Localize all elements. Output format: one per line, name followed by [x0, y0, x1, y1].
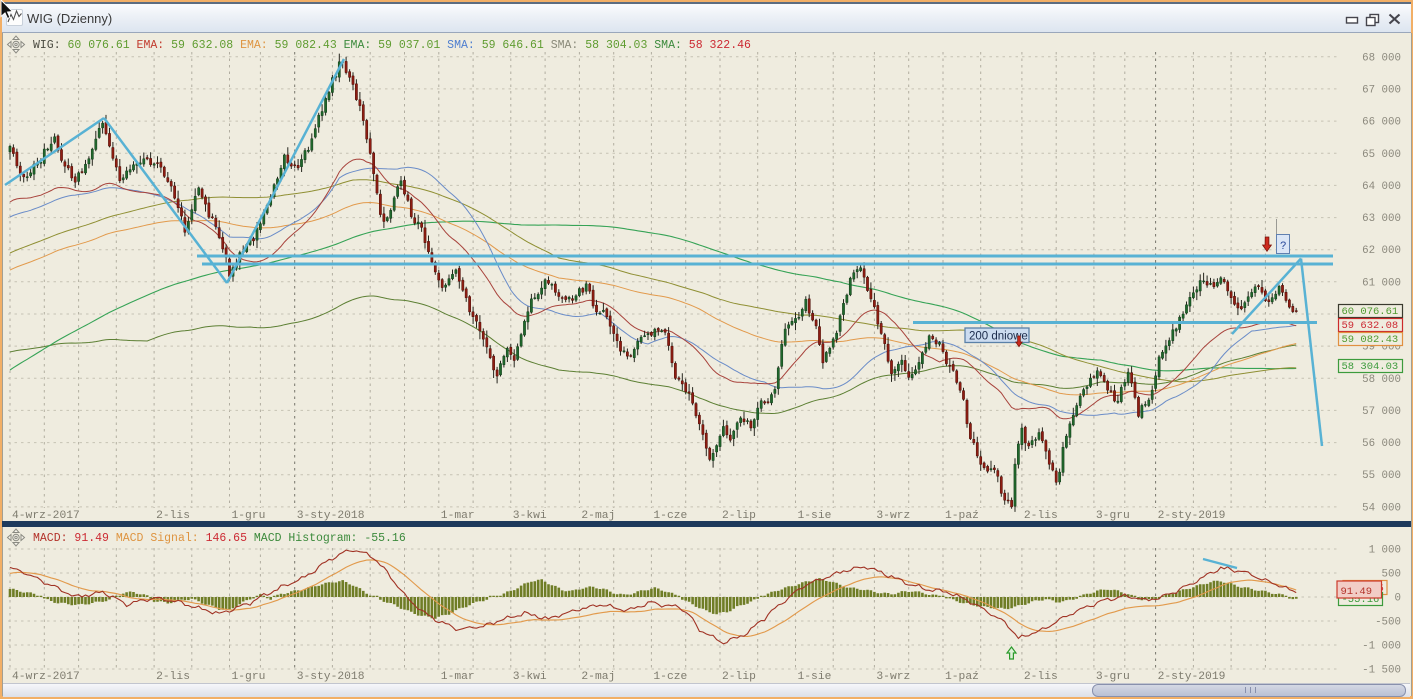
svg-text:1 000: 1 000	[1369, 545, 1401, 557]
svg-text:67 000: 67 000	[1362, 84, 1401, 96]
svg-text:1-cze: 1-cze	[653, 671, 687, 683]
svg-text:2-lis: 2-lis	[1024, 671, 1058, 683]
svg-text:1-sie: 1-sie	[798, 671, 832, 683]
svg-text:2-lis: 2-lis	[1024, 510, 1058, 522]
svg-text:54 000: 54 000	[1362, 502, 1401, 514]
svg-text:3-kwi: 3-kwi	[513, 671, 547, 683]
svg-text:65 000: 65 000	[1362, 149, 1401, 161]
svg-text:68 000: 68 000	[1362, 52, 1401, 64]
svg-text:3-sty-2018: 3-sty-2018	[297, 671, 365, 683]
svg-text:WIG: 60 076.61 EMA: 59 632.08: WIG: 60 076.61 EMA: 59 632.08 EMA: 59 08…	[33, 39, 751, 52]
svg-text:61 000: 61 000	[1362, 277, 1401, 289]
svg-text:3-wrz: 3-wrz	[876, 510, 910, 522]
svg-text:55 000: 55 000	[1362, 470, 1401, 482]
svg-text:59 082.43: 59 082.43	[1342, 334, 1399, 346]
svg-text:2-lip: 2-lip	[722, 510, 756, 522]
svg-text:2-sty-2019: 2-sty-2019	[1158, 671, 1226, 683]
svg-text:63 000: 63 000	[1362, 213, 1401, 225]
svg-text:2-lis: 2-lis	[156, 671, 190, 683]
svg-text:200 dniowe: 200 dniowe	[969, 331, 1028, 343]
svg-text:500: 500	[1382, 569, 1401, 581]
svg-text:58 304.03: 58 304.03	[1342, 361, 1399, 373]
svg-text:3-wrz: 3-wrz	[876, 671, 910, 683]
svg-text:1-cze: 1-cze	[653, 510, 687, 522]
svg-text:1-paź: 1-paź	[945, 671, 979, 683]
svg-text:60 076.61: 60 076.61	[1342, 306, 1399, 318]
svg-text:64 000: 64 000	[1362, 181, 1401, 193]
svg-text:62 000: 62 000	[1362, 245, 1401, 257]
svg-text:58 000: 58 000	[1362, 374, 1401, 386]
svg-text:3-gru: 3-gru	[1096, 510, 1130, 522]
svg-text:-1 500: -1 500	[1362, 665, 1401, 677]
svg-text:-500: -500	[1375, 617, 1401, 629]
svg-text:1-sie: 1-sie	[798, 510, 832, 522]
svg-text:2-maj: 2-maj	[581, 671, 615, 683]
svg-text:MACD: 91.49 MACD Signal: 146.6: MACD: 91.49 MACD Signal: 146.65 MACD His…	[33, 532, 406, 545]
svg-text:91.49: 91.49	[1341, 586, 1373, 598]
svg-text:57 000: 57 000	[1362, 406, 1401, 418]
svg-text:4-wrz-2017: 4-wrz-2017	[12, 510, 80, 522]
svg-text:0: 0	[1395, 593, 1401, 605]
svg-text:2-maj: 2-maj	[581, 510, 615, 522]
svg-text:1-mar: 1-mar	[441, 671, 475, 683]
svg-text:1-gru: 1-gru	[232, 671, 266, 683]
svg-text:59 632.08: 59 632.08	[1342, 320, 1399, 332]
svg-text:4-wrz-2017: 4-wrz-2017	[12, 671, 80, 683]
svg-text:2-sty-2019: 2-sty-2019	[1158, 510, 1226, 522]
svg-text:2-lip: 2-lip	[722, 671, 756, 683]
svg-text:3-sty-2018: 3-sty-2018	[297, 510, 365, 522]
svg-text:1-gru: 1-gru	[232, 510, 266, 522]
svg-text:-1 000: -1 000	[1362, 641, 1401, 653]
svg-text:2-lis: 2-lis	[156, 510, 190, 522]
svg-text:3-kwi: 3-kwi	[513, 510, 547, 522]
svg-text:1-mar: 1-mar	[441, 510, 475, 522]
svg-text:66 000: 66 000	[1362, 117, 1401, 129]
svg-text:3-gru: 3-gru	[1096, 671, 1130, 683]
svg-text:?: ?	[1280, 241, 1287, 253]
svg-text:1-paź: 1-paź	[945, 510, 979, 522]
svg-text:56 000: 56 000	[1362, 438, 1401, 450]
